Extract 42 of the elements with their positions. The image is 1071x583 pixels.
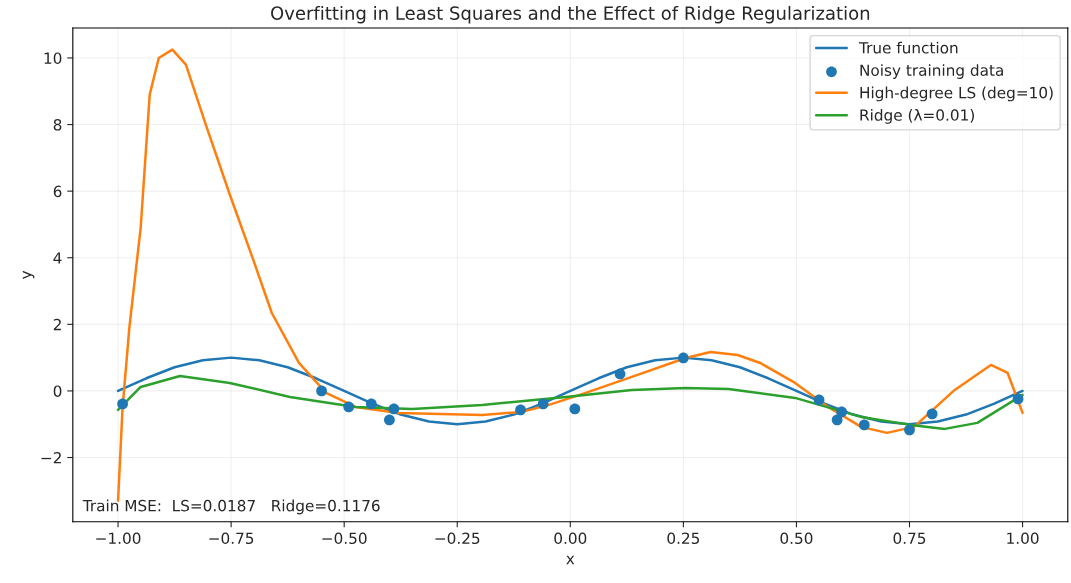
point <box>117 398 128 410</box>
x-tick-label: 1.00 <box>1007 532 1039 545</box>
chart-title: Overfitting in Least Squares and the Effect of Ridge Regularization <box>271 5 870 24</box>
x-axis-title: x <box>566 555 575 565</box>
point <box>343 401 355 413</box>
point <box>904 424 915 436</box>
y-tick-label: 6 <box>53 185 62 198</box>
y-tick-label: 8 <box>53 119 62 131</box>
y-tick-label: 4 <box>53 252 62 264</box>
x-tick-label: −1.00 <box>96 532 141 545</box>
point <box>858 419 870 431</box>
point <box>569 403 581 415</box>
point <box>515 404 526 416</box>
annotation: Train MSE: LS=0.0187 Ridge=0.1176 <box>82 499 380 515</box>
point <box>677 352 689 364</box>
point <box>365 398 377 410</box>
point <box>1012 393 1024 405</box>
point <box>384 414 395 426</box>
x-tick-label: −0.25 <box>435 532 480 545</box>
legend-label: Noisy training data <box>860 64 1003 79</box>
point <box>831 414 843 426</box>
legend-label: Ridge (λ=0.01) <box>860 109 974 124</box>
point <box>836 406 848 418</box>
x-tick-label: −0.75 <box>209 532 254 545</box>
point <box>614 368 626 380</box>
y-tick-label: 0 <box>53 385 62 397</box>
point <box>813 394 825 406</box>
point <box>316 385 327 397</box>
x-tick-label: −0.50 <box>322 532 367 545</box>
point <box>926 408 938 420</box>
x-tick-label: 0.75 <box>893 532 926 545</box>
y-tick-label: 10 <box>44 52 62 64</box>
x-tick-label: 0.50 <box>780 532 813 545</box>
y-tick-label: −2 <box>41 451 61 464</box>
point <box>388 403 400 415</box>
y-axis-title: y <box>22 270 35 279</box>
legend-label: True function <box>858 41 958 54</box>
y-tick-label: 2 <box>53 318 61 331</box>
x-tick-label: 0.25 <box>667 532 700 545</box>
x-tick-label: 0.00 <box>554 532 587 545</box>
legend-label: High-degree LS (deg=10) <box>860 86 1053 102</box>
point <box>537 398 549 410</box>
